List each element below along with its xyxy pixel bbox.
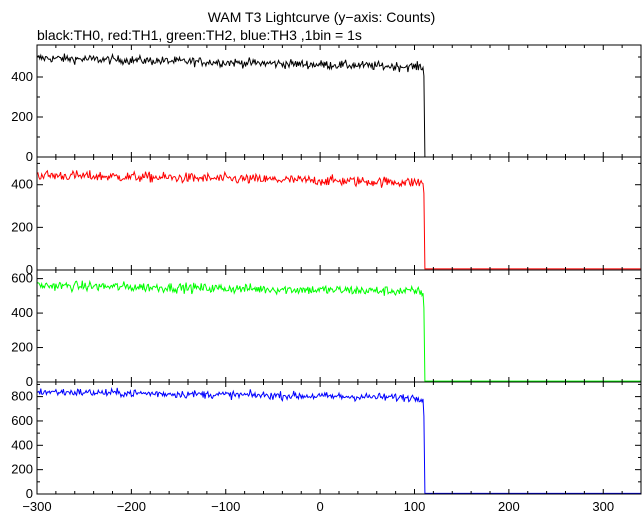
series-line-th2 (36, 279, 641, 382)
series-line-th0 (36, 52, 641, 158)
y-tick-label: 0 (26, 262, 33, 277)
y-tick-label: 0 (26, 149, 33, 164)
chart-subtitle: black:TH0, red:TH1, green:TH2, blue:TH3 … (37, 27, 362, 43)
panel-frame-th3 (36, 381, 642, 495)
y-tick-label: 800 (11, 389, 33, 404)
y-tick-label: 600 (11, 413, 33, 428)
x-tick-label: 100 (404, 499, 426, 514)
y-tick-label: 200 (11, 462, 33, 477)
x-tick-label: −300 (22, 499, 51, 514)
y-tick-label: 400 (11, 305, 33, 320)
x-tick-label: −200 (117, 499, 146, 514)
x-tick-label: −100 (211, 499, 240, 514)
y-tick-label: 400 (11, 177, 33, 192)
x-tick-label: 300 (592, 499, 614, 514)
y-tick-label: 400 (11, 437, 33, 452)
y-tick-label: 0 (26, 374, 33, 389)
y-tick-label: 400 (11, 69, 33, 84)
y-tick-label: 200 (11, 340, 33, 355)
y-tick-label: 200 (11, 219, 33, 234)
x-tick-label: 200 (498, 499, 520, 514)
y-tick-label: 600 (11, 271, 33, 286)
y-tick-label: 200 (11, 109, 33, 124)
series-line-th1 (36, 169, 641, 270)
y-tick-label: 0 (26, 486, 33, 501)
chart-title: WAM T3 Lightcurve (y−axis: Counts) (207, 9, 436, 25)
series-line-th3 (36, 387, 641, 494)
x-tick-label: 0 (317, 499, 324, 514)
